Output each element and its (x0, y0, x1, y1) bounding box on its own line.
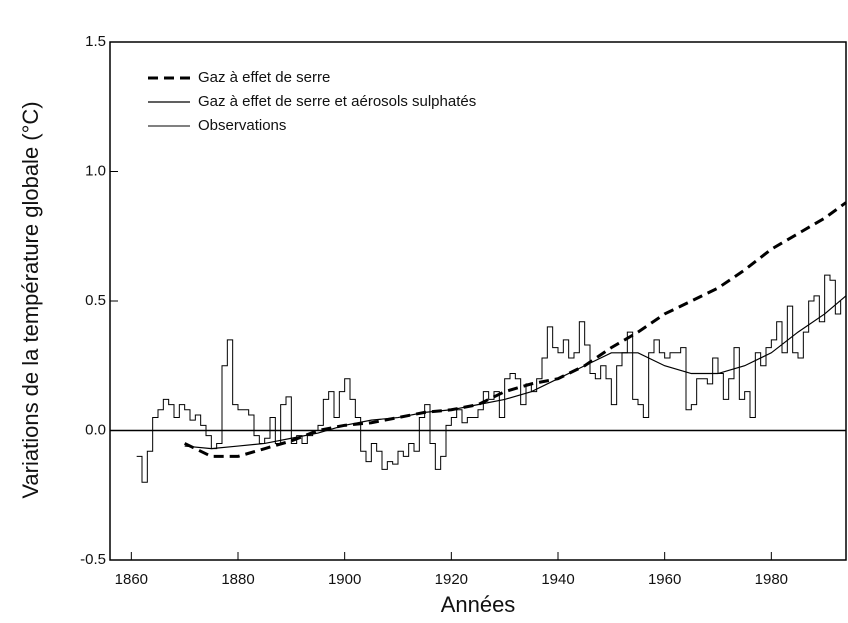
x-tick-label: 1960 (648, 571, 681, 588)
x-tick-label: 1980 (755, 571, 788, 588)
series-line (184, 295, 847, 450)
y-tick-label: 0.5 (85, 292, 106, 309)
legend-label: Gaz à effet de serre et aérosols sulphat… (198, 93, 476, 110)
series-line (184, 201, 847, 458)
legend-label: Observations (198, 117, 286, 134)
legend-label: Gaz à effet de serre (198, 69, 330, 86)
x-tick-label: 1920 (435, 571, 468, 588)
y-axis-label: Variations de la température globale (°C… (18, 101, 43, 498)
x-tick-label: 1860 (115, 571, 148, 588)
y-tick-label: 1.0 (85, 162, 106, 179)
x-tick-label: 1900 (328, 571, 361, 588)
y-tick-label: 0.0 (85, 421, 106, 438)
series-line (136, 274, 842, 483)
x-tick-label: 1940 (541, 571, 574, 588)
x-tick-label: 1880 (221, 571, 254, 588)
y-tick-label: 1.5 (85, 33, 106, 50)
x-axis-label: Années (441, 592, 516, 617)
y-tick-label: -0.5 (80, 551, 106, 568)
